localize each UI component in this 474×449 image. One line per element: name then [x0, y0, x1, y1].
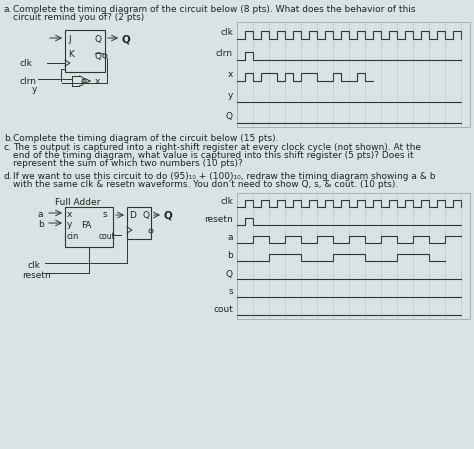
Text: b: b	[227, 251, 233, 260]
Text: y: y	[32, 85, 37, 94]
Text: a: a	[228, 233, 233, 242]
Text: d.: d.	[4, 172, 13, 181]
Bar	[237, 193, 470, 319]
Text: represent the sum of which two numbers (10 pts)?: represent the sum of which two numbers (…	[13, 159, 243, 168]
Text: J: J	[68, 35, 71, 44]
Text: b: b	[38, 220, 44, 229]
Text: Q: Q	[226, 112, 233, 121]
Bar	[237, 22, 470, 127]
Text: clrn: clrn	[216, 49, 233, 58]
Text: cout: cout	[99, 232, 116, 241]
Text: x: x	[67, 210, 73, 219]
Text: cin: cin	[67, 232, 79, 241]
Text: clk: clk	[20, 59, 33, 68]
Text: b.: b.	[4, 134, 13, 143]
Text: K: K	[68, 50, 74, 59]
Bar	[127, 207, 151, 239]
Text: clk: clk	[220, 28, 233, 37]
Text: with the same clk & resetn waveforms. You don’t need to show Q, s, & cout. (10 p: with the same clk & resetn waveforms. Yo…	[13, 180, 398, 189]
Bar	[65, 30, 105, 72]
Text: x: x	[95, 77, 100, 86]
Text: Q: Q	[122, 34, 131, 44]
Text: The s output is captured into a right-shift register at every clock cycle (not s: The s output is captured into a right-sh…	[13, 143, 421, 152]
Text: Q: Q	[95, 35, 102, 44]
Text: D: D	[129, 211, 136, 220]
Text: cout: cout	[213, 305, 233, 314]
Text: resetn: resetn	[204, 216, 233, 224]
Text: x: x	[228, 70, 233, 79]
Text: s: s	[103, 210, 108, 219]
Text: Full Adder: Full Adder	[55, 198, 100, 207]
Text: clk: clk	[220, 198, 233, 207]
Text: s: s	[228, 287, 233, 296]
Text: Q: Q	[164, 211, 173, 221]
Text: Q: Q	[226, 269, 233, 278]
Text: c.: c.	[4, 143, 12, 152]
Text: resetn: resetn	[22, 271, 51, 280]
Text: circuit remind you of? (2 pts): circuit remind you of? (2 pts)	[13, 13, 144, 22]
Text: a: a	[38, 210, 44, 219]
Text: a.: a.	[4, 5, 12, 14]
Text: If we want to use this circuit to do (95)₁₀ + (100)₁₀, redraw the timing diagram: If we want to use this circuit to do (95…	[13, 172, 436, 181]
Text: end of the timing diagram, what value is captured into this shift register (5 pt: end of the timing diagram, what value is…	[13, 151, 414, 160]
Text: Q: Q	[143, 211, 150, 220]
Bar	[65, 207, 113, 247]
Text: clrn: clrn	[20, 77, 37, 86]
Text: y: y	[67, 220, 73, 229]
Text: FA: FA	[81, 221, 91, 230]
Text: Complete the timing diagram of the circuit below (15 pts).: Complete the timing diagram of the circu…	[13, 134, 279, 143]
Text: Complete the timing diagram of the circuit below (8 pts). What does the behavior: Complete the timing diagram of the circu…	[13, 5, 416, 14]
Text: Q: Q	[95, 52, 102, 61]
Text: y: y	[228, 91, 233, 100]
Text: clk: clk	[28, 261, 41, 270]
